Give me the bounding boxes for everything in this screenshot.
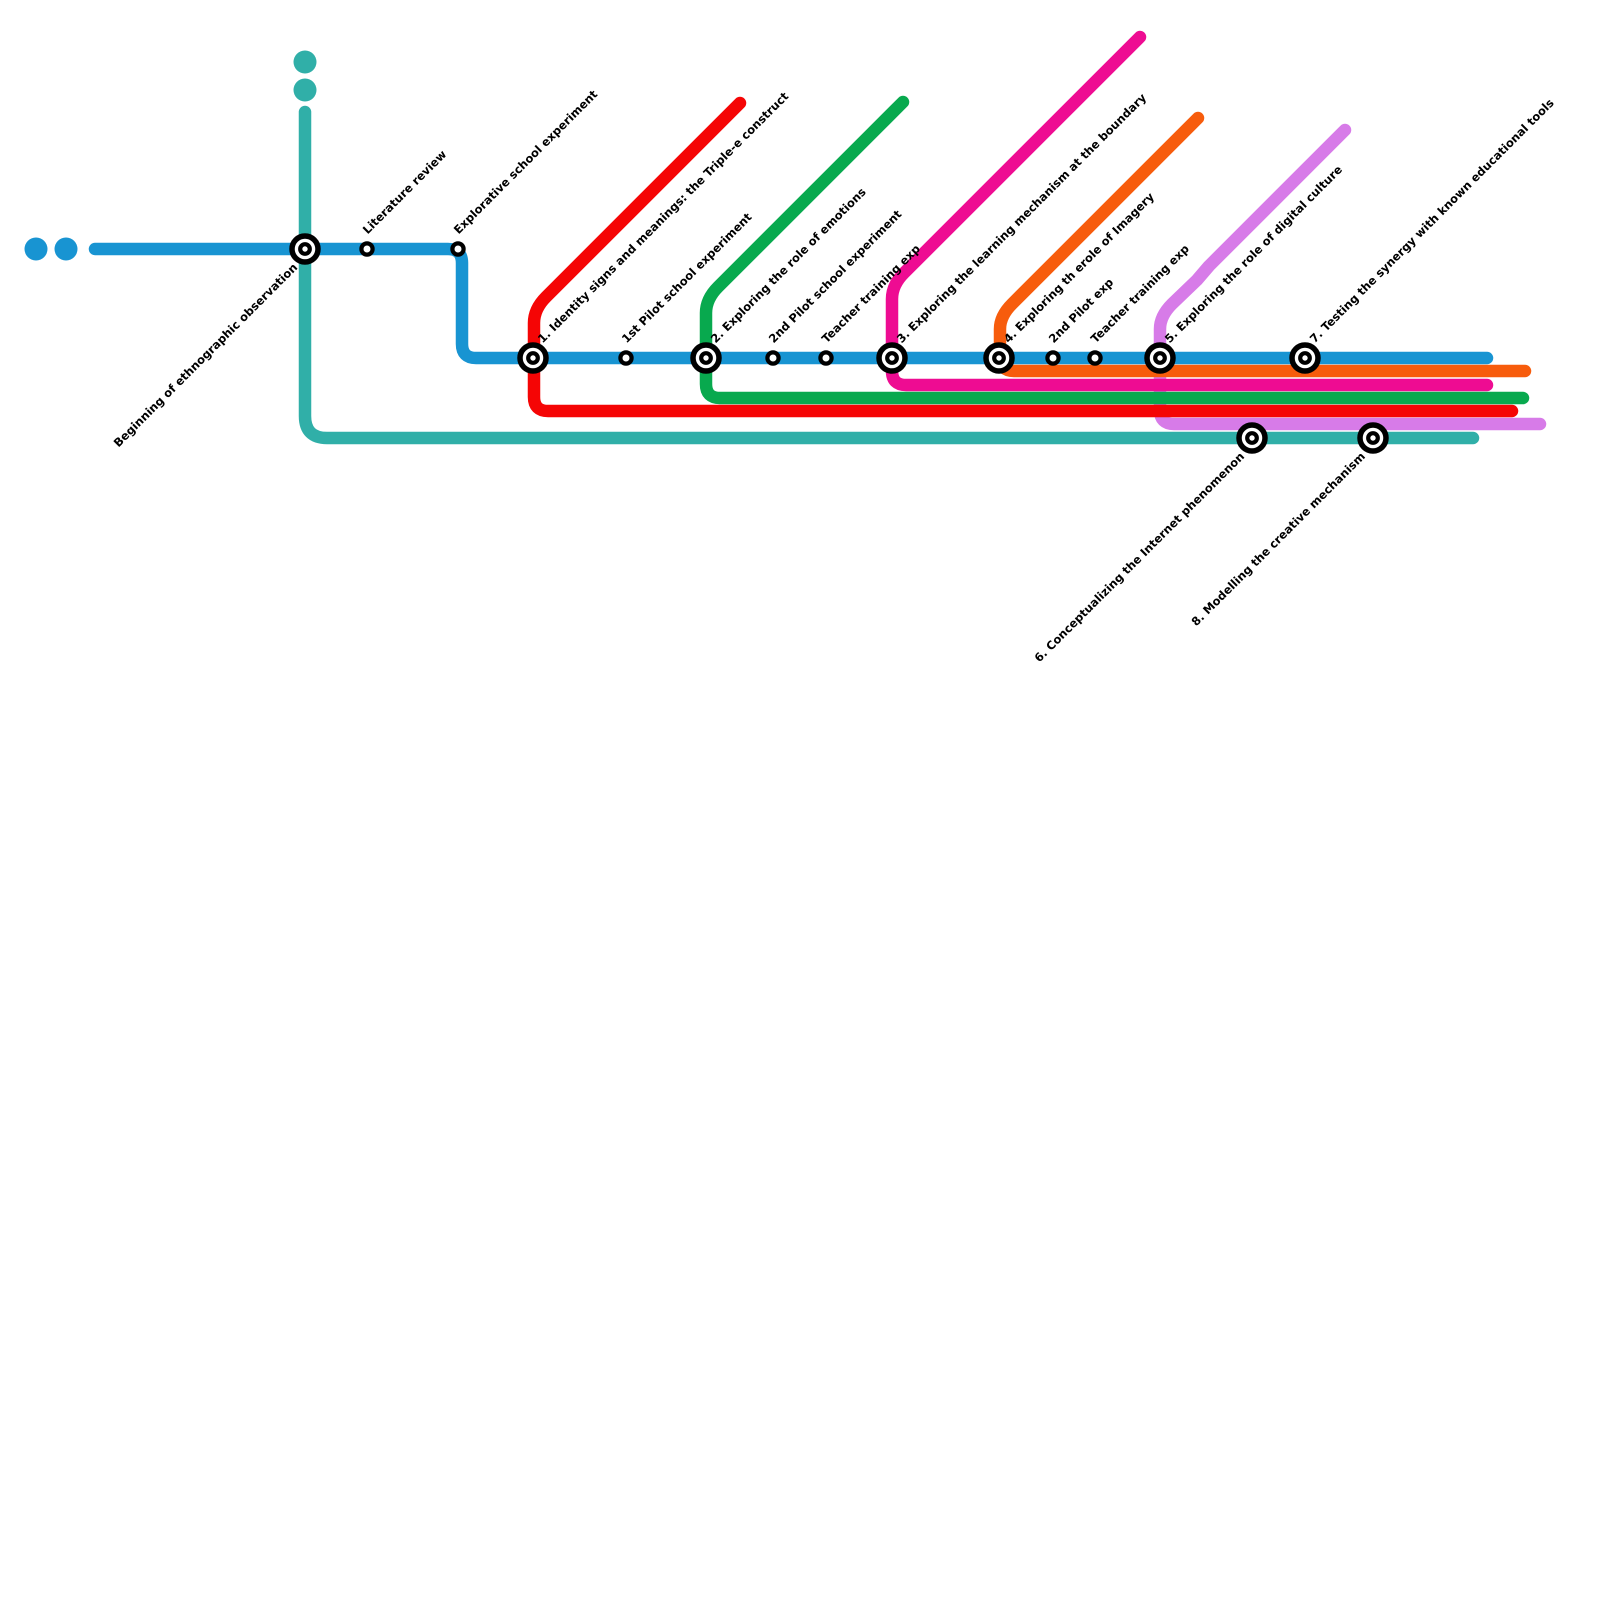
teal-line: [298, 105, 1480, 445]
station-marker-teacher-training-exp-2: [1087, 350, 1103, 366]
station-marker-literature-review: [359, 241, 375, 257]
interchange-station-core-exploring-the-role-of-emotions: [699, 351, 713, 365]
station-marker-second-pilot-school-experiment: [765, 350, 781, 366]
interchange-station-core-identity-signs-and-meanings: [526, 351, 540, 365]
station-marker-second-pilot-exp: [1045, 350, 1061, 366]
interchange-station-core-exploring-the-role-of-imagery: [992, 351, 1006, 365]
magenta-line: [885, 30, 1494, 392]
interchange-station-core-exploring-the-role-of-digital-culture: [1153, 351, 1167, 365]
interchange-station-core-conceptualizing-the-internet-phenomenon: [1245, 431, 1259, 445]
violet-line: [1153, 123, 1547, 431]
blue-line-terminus-dot: [54, 237, 78, 261]
teal-line-terminus-dot: [293, 50, 317, 74]
blue-line-terminus-dot: [24, 237, 48, 261]
teal-line-terminus-dot: [293, 78, 317, 102]
interchange-station-core-modelling-the-creative-mechanism: [1366, 431, 1380, 445]
station-marker-teacher-training-exp-1: [818, 350, 834, 366]
station-marker-explorative-school-experiment: [450, 241, 466, 257]
interchange-station-core-testing-the-synergy: [1298, 351, 1312, 365]
station-marker-first-pilot-school-experiment: [618, 350, 634, 366]
interchange-station-core-exploring-the-learning-mechanism: [885, 351, 899, 365]
interchange-station-core-beginning-of-ethnographic-observation: [298, 242, 312, 256]
orange-line: [993, 111, 1532, 378]
